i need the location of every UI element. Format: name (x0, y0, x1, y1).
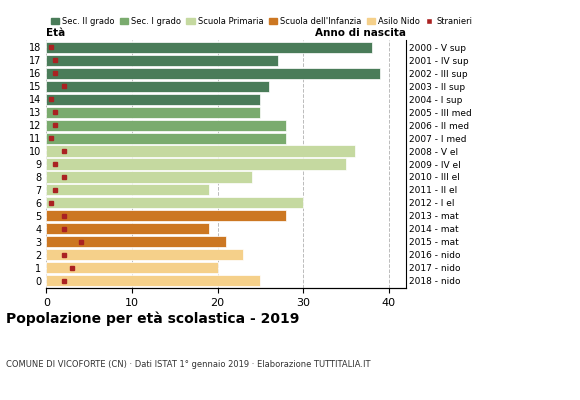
Bar (46, 224, 209, 234)
Bar (46, 120, 286, 130)
Bar (46, 184, 209, 196)
Bar (46, 158, 346, 170)
Bar (46, 198, 303, 208)
Text: COMUNE DI VICOFORTE (CN) · Dati ISTAT 1° gennaio 2019 · Elaborazione TUTTITALIA.: COMUNE DI VICOFORTE (CN) · Dati ISTAT 1°… (6, 360, 370, 369)
Bar (46, 42, 372, 53)
Bar (46, 262, 218, 273)
Bar (46, 146, 354, 156)
Bar (46, 249, 244, 260)
Bar (46, 68, 380, 79)
Bar (46, 132, 286, 144)
Bar (46, 106, 260, 118)
Text: Età: Età (46, 28, 66, 38)
Text: Popolazione per età scolastica - 2019: Popolazione per età scolastica - 2019 (6, 312, 299, 326)
Text: Anno di nascita: Anno di nascita (315, 28, 406, 38)
Bar (46, 275, 260, 286)
Bar (46, 236, 226, 248)
Bar (46, 210, 286, 222)
Bar (46, 55, 278, 66)
Bar (46, 80, 269, 92)
Legend: Sec. II grado, Sec. I grado, Scuola Primaria, Scuola dell'Infanzia, Asilo Nido, : Sec. II grado, Sec. I grado, Scuola Prim… (50, 17, 473, 26)
Bar (46, 94, 260, 104)
Bar (46, 172, 252, 182)
